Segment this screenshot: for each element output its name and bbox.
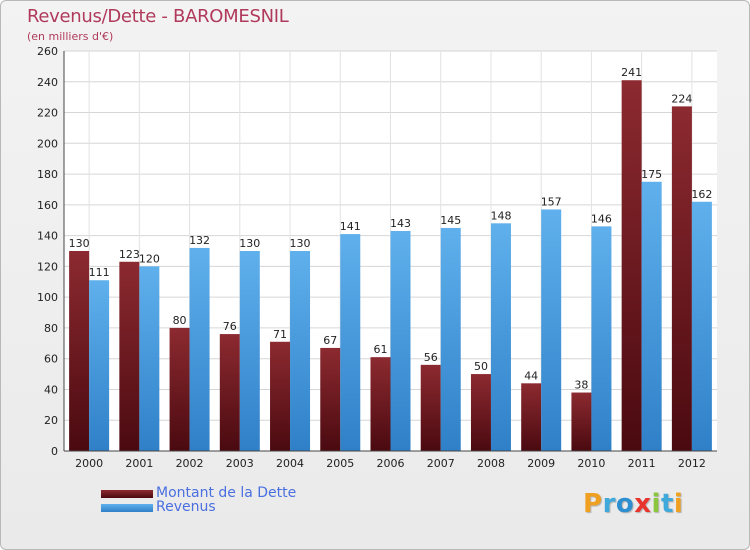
logo-letter: o — [615, 489, 635, 519]
bar-dette — [621, 80, 642, 451]
x-tick-label: 2004 — [276, 457, 304, 470]
bar-dette — [420, 364, 441, 451]
bar-dette — [69, 251, 90, 451]
y-tick-label: 200 — [37, 137, 58, 150]
x-tick-label: 2006 — [377, 457, 405, 470]
bar-revenus — [390, 231, 411, 451]
legend-swatch-dette — [101, 490, 153, 498]
data-label-revenus: 132 — [189, 234, 210, 247]
y-tick-label: 220 — [37, 107, 58, 120]
bar-revenus — [490, 223, 511, 451]
logo-letter: P — [583, 489, 603, 519]
x-tick-label: 2010 — [577, 457, 605, 470]
data-label-revenus: 111 — [89, 266, 110, 279]
bar-dette — [270, 341, 291, 451]
x-tick-label: 2002 — [176, 457, 204, 470]
data-label-revenus: 130 — [290, 237, 311, 250]
bar-revenus — [290, 251, 311, 451]
legend-label-dette: Montant de la Dette — [156, 485, 297, 501]
y-tick-label: 260 — [37, 45, 58, 58]
bar-dette — [370, 357, 391, 451]
bar-revenus — [239, 251, 260, 451]
data-label-dette: 130 — [69, 237, 90, 250]
y-tick-label: 180 — [37, 168, 58, 181]
data-label-revenus: 143 — [390, 217, 411, 230]
bar-revenus — [641, 181, 662, 451]
y-tick-label: 60 — [44, 353, 58, 366]
y-tick-label: 80 — [44, 322, 58, 335]
x-tick-label: 2008 — [477, 457, 505, 470]
bar-revenus — [591, 226, 612, 451]
y-tick-label: 40 — [44, 383, 58, 396]
bar-dette — [219, 334, 240, 451]
y-tick-label: 240 — [37, 76, 58, 89]
bar-dette — [571, 392, 592, 451]
legend-swatch-revenus — [101, 504, 153, 512]
data-label-revenus: 120 — [139, 252, 160, 265]
y-tick-label: 20 — [44, 414, 58, 427]
data-label-dette: 224 — [671, 92, 692, 105]
data-label-revenus: 146 — [591, 212, 612, 225]
bar-revenus — [440, 227, 461, 451]
data-label-dette: 76 — [223, 320, 237, 333]
data-label-revenus: 145 — [440, 214, 461, 227]
y-tick-label: 140 — [37, 230, 58, 243]
data-label-dette: 67 — [323, 334, 337, 347]
bar-revenus — [189, 247, 210, 451]
x-tick-label: 2007 — [427, 457, 455, 470]
bar-dette — [169, 327, 190, 451]
data-label-dette: 50 — [474, 360, 488, 373]
x-tick-label: 2001 — [125, 457, 153, 470]
y-tick-label: 100 — [37, 291, 58, 304]
data-label-dette: 38 — [574, 379, 588, 392]
data-label-dette: 71 — [273, 328, 287, 341]
data-label-revenus: 157 — [541, 195, 562, 208]
x-tick-label: 2003 — [226, 457, 254, 470]
data-label-revenus: 175 — [641, 168, 662, 181]
x-tick-label: 2005 — [326, 457, 354, 470]
chart-subtitle: (en milliers d'€) — [27, 30, 114, 43]
x-tick-label: 2000 — [75, 457, 103, 470]
data-label-dette: 80 — [173, 314, 187, 327]
data-label-revenus: 148 — [490, 209, 511, 222]
bar-dette — [119, 261, 140, 451]
logo-letter: i — [651, 489, 661, 519]
bar-revenus — [89, 280, 110, 451]
data-label-dette: 61 — [374, 343, 388, 356]
proxiti-logo: Proxiti — [583, 489, 683, 519]
bar-dette — [320, 347, 341, 451]
data-label-dette: 56 — [424, 351, 438, 364]
y-tick-label: 120 — [37, 260, 58, 273]
bar-revenus — [139, 266, 160, 451]
bar-dette — [521, 383, 542, 451]
y-tick-label: 160 — [37, 199, 58, 212]
data-label-revenus: 141 — [340, 220, 361, 233]
legend-label-revenus: Revenus — [156, 499, 216, 515]
x-tick-label: 2009 — [527, 457, 555, 470]
data-label-revenus: 162 — [691, 188, 712, 201]
bar-revenus — [541, 209, 562, 451]
data-label-dette: 123 — [119, 248, 140, 261]
x-tick-label: 2012 — [678, 457, 706, 470]
logo-letter: i — [673, 489, 684, 519]
logo-letter: r — [602, 489, 616, 519]
data-label-revenus: 130 — [239, 237, 260, 250]
bar-dette — [470, 374, 491, 451]
chart-title: Revenus/Dette - BAROMESNIL — [27, 6, 289, 27]
logo-letter: x — [634, 489, 652, 519]
bar-revenus — [340, 234, 361, 451]
y-tick-label: 0 — [51, 445, 58, 458]
bar-dette — [671, 106, 692, 451]
logo-letter: t — [660, 489, 674, 519]
data-label-dette: 241 — [621, 66, 642, 79]
x-tick-label: 2011 — [628, 457, 656, 470]
data-label-dette: 44 — [524, 369, 538, 382]
bar-revenus — [691, 201, 712, 451]
